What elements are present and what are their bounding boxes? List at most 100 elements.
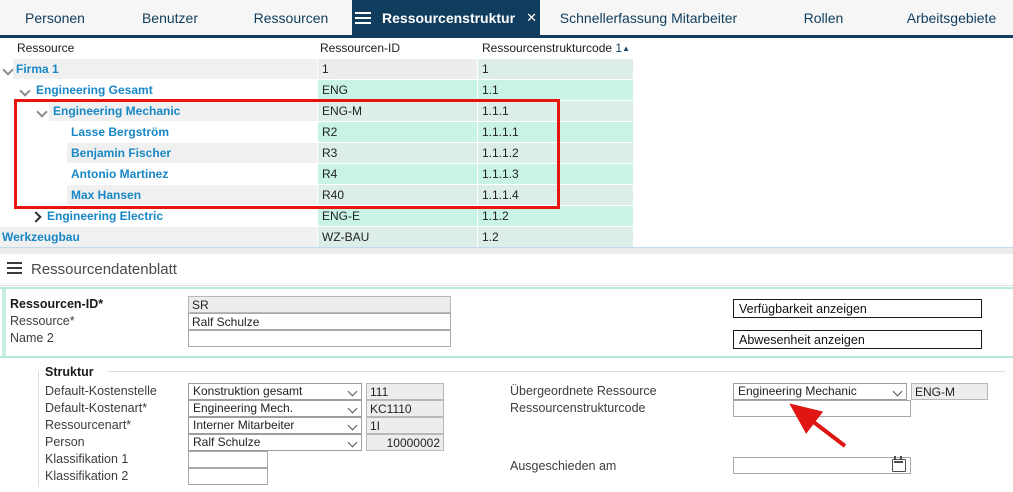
close-icon[interactable]: ✕ bbox=[526, 10, 537, 25]
resource-name: Max Hansen bbox=[71, 188, 142, 202]
fieldset-border-top bbox=[108, 371, 1005, 372]
table-row-engineering-gesamt[interactable]: Engineering Gesamt ENG 1.1 bbox=[0, 80, 633, 100]
table-row-engineering-electric[interactable]: Engineering Electric ENG-E 1.1.2 bbox=[0, 206, 633, 226]
resource-name: Lasse Bergström bbox=[71, 125, 170, 139]
tab-schnellerfassung[interactable]: Schnellerfassung Mitarbeiter bbox=[540, 0, 757, 35]
mint-border-bottom bbox=[0, 356, 1013, 358]
abwesenheit-anzeigen-button[interactable]: Abwesenheit anzeigen bbox=[733, 330, 982, 349]
ressource-field[interactable] bbox=[188, 313, 451, 330]
verfuegbarkeit-anzeigen-button[interactable]: Verfügbarkeit anzeigen bbox=[733, 299, 982, 318]
tab-label: Arbeitsgebiete bbox=[906, 9, 997, 26]
field-label-default-kostenart: Default-Kostenart* bbox=[45, 401, 148, 415]
resource-id-cell: WZ-BAU bbox=[318, 227, 477, 247]
resource-name: Engineering Mechanic bbox=[53, 104, 181, 118]
table-row-max-hansen[interactable]: Max Hansen R40 1.1.1.4 bbox=[0, 185, 633, 205]
sort-order-number: 1 bbox=[615, 41, 623, 55]
tab-label: Benutzer bbox=[141, 9, 199, 26]
ausgeschieden-am-wrapper bbox=[733, 456, 911, 474]
uebergeordnete-ressource-select[interactable]: Engineering Mechanic bbox=[733, 383, 907, 400]
chevron-down-icon bbox=[347, 437, 358, 448]
datasheet-title: Ressourcendatenblatt bbox=[31, 261, 177, 278]
struktur-legend: Struktur bbox=[45, 365, 94, 379]
table-row-benjamin-fischer[interactable]: Benjamin Fischer R3 1.1.1.2 bbox=[0, 143, 633, 163]
mint-border-left bbox=[2, 289, 6, 356]
kostenart-code-field bbox=[366, 400, 444, 417]
resource-id-cell: 1 bbox=[318, 59, 477, 79]
resource-id-cell: ENG bbox=[318, 80, 477, 100]
tab-ressourcen[interactable]: Ressourcen bbox=[230, 0, 352, 35]
resource-id-cell: R2 bbox=[318, 122, 477, 142]
row-shade bbox=[67, 143, 317, 163]
ressourcenart-select[interactable]: Interner Mitarbeiter bbox=[188, 417, 362, 434]
tab-rollen[interactable]: Rollen bbox=[757, 0, 890, 35]
resource-name: Benjamin Fischer bbox=[71, 146, 172, 160]
table-row-antonio-martinez[interactable]: Antonio Martinez R4 1.1.1.3 bbox=[0, 164, 633, 184]
select-value: Engineering Mech. bbox=[193, 401, 294, 415]
tab-label: Ressourcen bbox=[253, 9, 329, 26]
fieldset-border-left bbox=[38, 371, 39, 487]
default-kostenart-select[interactable]: Engineering Mech. bbox=[188, 400, 362, 417]
column-header-label: Ressourcenstrukturcode bbox=[482, 41, 613, 55]
chevron-down-icon[interactable] bbox=[36, 106, 48, 118]
table-row-werkzeugbau[interactable]: Werkzeugbau WZ-BAU 1.2 bbox=[0, 227, 633, 247]
chevron-down-icon bbox=[892, 386, 903, 397]
chevron-down-icon[interactable] bbox=[19, 85, 31, 97]
row-shade bbox=[13, 59, 317, 79]
tab-label: Rollen bbox=[803, 9, 844, 26]
field-label-default-kostenstelle: Default-Kostenstelle bbox=[45, 384, 157, 398]
splitter-bar[interactable] bbox=[0, 248, 1013, 254]
divider bbox=[0, 285, 1013, 286]
calendar-icon[interactable] bbox=[892, 456, 906, 472]
field-label-name2: Name 2 bbox=[10, 331, 54, 345]
name2-field[interactable] bbox=[188, 330, 451, 347]
column-header-ressourcen-id[interactable]: Ressourcen-ID bbox=[320, 41, 401, 55]
field-label-klassifikation2: Klassifikation 2 bbox=[45, 469, 129, 483]
klassifikation2-field[interactable] bbox=[188, 468, 268, 485]
resource-code-cell: 1.1.2 bbox=[478, 206, 633, 226]
ressourcenart-code-field bbox=[366, 417, 444, 434]
field-label-klassifikation1: Klassifikation 1 bbox=[45, 452, 129, 466]
hamburger-icon[interactable] bbox=[7, 262, 22, 274]
resource-code-cell: 1.2 bbox=[478, 227, 633, 247]
field-label-ausgeschieden-am: Ausgeschieden am bbox=[510, 459, 617, 473]
person-select[interactable]: Ralf Schulze bbox=[188, 434, 362, 451]
field-label-ressourcenstrukturcode: Ressourcenstrukturcode bbox=[510, 401, 646, 415]
select-value: Interner Mitarbeiter bbox=[193, 418, 295, 432]
field-label-ressource: Ressource* bbox=[10, 314, 75, 328]
tab-arbeitsgebiete[interactable]: Arbeitsgebiete bbox=[890, 0, 1013, 35]
tab-label: Ressourcenstruktur bbox=[382, 9, 516, 26]
person-number-field bbox=[366, 434, 444, 451]
chevron-down-icon bbox=[347, 386, 358, 397]
field-label-uebergeordnete-ressource: Übergeordnete Ressource bbox=[510, 384, 657, 398]
resource-code-cell: 1.1 bbox=[478, 80, 633, 100]
tab-ressourcenstruktur[interactable]: Ressourcenstruktur ✕ bbox=[352, 0, 540, 35]
resource-code-cell: 1.1.1.1 bbox=[478, 122, 633, 142]
ressourcenstrukturcode-field[interactable] bbox=[733, 400, 911, 417]
field-label-ressourcenart: Ressourcenart* bbox=[45, 418, 132, 432]
hamburger-icon[interactable] bbox=[355, 11, 372, 24]
resource-code-cell: 1.1.1.2 bbox=[478, 143, 633, 163]
tab-label: Personen bbox=[25, 9, 85, 26]
select-value: Ralf Schulze bbox=[193, 435, 261, 449]
klassifikation1-field[interactable] bbox=[188, 451, 268, 468]
table-row-firma1[interactable]: Firma 1 1 1 bbox=[0, 59, 633, 79]
column-header-strukturcode[interactable]: Ressourcenstrukturcode 1▲ bbox=[482, 41, 630, 58]
tab-personen[interactable]: Personen bbox=[0, 0, 110, 35]
column-header-ressource[interactable]: Ressource bbox=[17, 41, 75, 55]
chevron-down-icon bbox=[347, 403, 358, 414]
table-row-lasse-bergstroem[interactable]: Lasse Bergström R2 1.1.1.1 bbox=[0, 122, 633, 142]
tab-bar: Personen Benutzer Ressourcen Ressourcens… bbox=[0, 0, 1013, 38]
tab-label: Schnellerfassung Mitarbeiter bbox=[559, 9, 738, 26]
resource-code-cell: 1.1.1 bbox=[478, 101, 633, 121]
row-shade bbox=[67, 185, 317, 205]
tab-benutzer[interactable]: Benutzer bbox=[110, 0, 230, 35]
chevron-right-icon[interactable] bbox=[30, 211, 42, 223]
row-shade bbox=[0, 227, 317, 247]
chevron-down-icon[interactable] bbox=[2, 64, 14, 76]
ressourcen-id-field bbox=[188, 296, 451, 313]
table-row-engineering-mechanic[interactable]: Engineering Mechanic ENG-M 1.1.1 bbox=[0, 101, 633, 121]
ausgeschieden-am-field[interactable] bbox=[733, 457, 911, 474]
default-kostenstelle-select[interactable]: Konstruktion gesamt bbox=[188, 383, 362, 400]
resource-name: Engineering Gesamt bbox=[36, 83, 153, 97]
